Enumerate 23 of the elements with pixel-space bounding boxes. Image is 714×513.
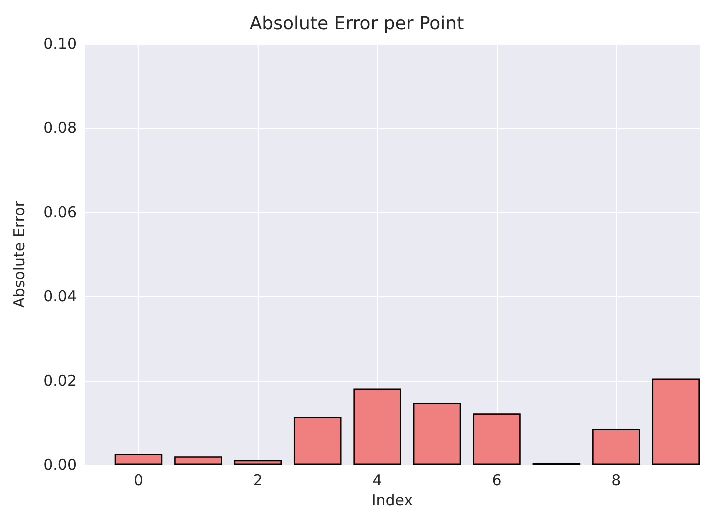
- bar: [354, 388, 402, 465]
- x-tick-label: 4: [372, 472, 382, 490]
- y-tick-label: 0.04: [44, 288, 77, 306]
- y-tick-label: 0.06: [44, 203, 77, 222]
- bar: [652, 378, 700, 465]
- bar: [114, 454, 163, 465]
- x-tick-label: 6: [492, 472, 502, 490]
- x-tick-label: 0: [134, 472, 144, 490]
- bar: [294, 417, 342, 465]
- x-tick-label: 8: [612, 472, 622, 490]
- chart-title: Absolute Error per Point: [250, 14, 464, 34]
- y-tick-label: 0.00: [44, 456, 77, 474]
- y-tick-label: 0.10: [44, 35, 77, 53]
- y-tick-label: 0.02: [44, 372, 77, 390]
- y-tick-label: 0.08: [44, 119, 77, 138]
- x-tick-label: 2: [253, 472, 263, 490]
- bar: [473, 414, 521, 465]
- bar: [174, 456, 222, 465]
- x-axis-title: Index: [372, 492, 414, 510]
- y-axis-title: Absolute Error: [10, 200, 28, 308]
- bar: [234, 460, 282, 465]
- bar: [413, 403, 462, 465]
- bar: [592, 429, 640, 465]
